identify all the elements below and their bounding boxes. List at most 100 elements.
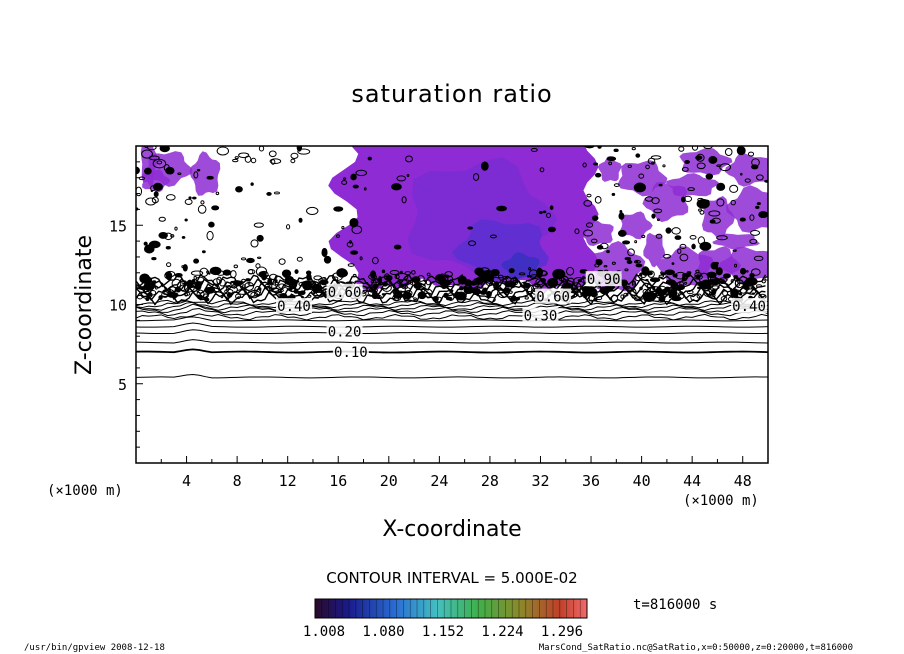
noise-speck	[351, 225, 363, 235]
x-tick-label: 8	[233, 472, 242, 490]
noise-speck	[355, 169, 368, 177]
noise-speck	[755, 205, 760, 209]
noise-speck	[342, 177, 347, 180]
noise-speck	[679, 243, 687, 250]
noise-speck	[653, 208, 663, 214]
noise-speck	[744, 178, 751, 183]
noise-speck	[448, 297, 452, 301]
noise-speck	[193, 171, 199, 179]
noise-speck	[246, 257, 255, 264]
noise-speck	[393, 244, 402, 250]
noise-speck	[335, 234, 341, 238]
noise-speck	[719, 163, 732, 172]
noise-speck	[261, 272, 268, 281]
noise-speck	[152, 182, 163, 191]
contour-line	[136, 373, 768, 379]
noise-speck	[305, 270, 312, 275]
colorbar-stripes	[321, 599, 581, 618]
noise-speck	[290, 152, 299, 159]
noise-speck	[566, 266, 575, 276]
contour-label-bg	[585, 271, 622, 287]
noise-speck	[619, 210, 623, 214]
noise-speck	[750, 229, 761, 236]
noise-speck	[644, 271, 653, 276]
noise-speck	[671, 262, 675, 265]
noise-speck	[148, 286, 153, 290]
noise-speck	[341, 180, 348, 185]
noise-speck	[359, 256, 363, 261]
noise-speck	[715, 267, 723, 276]
noise-speck	[306, 206, 319, 215]
x-tick-label: 48	[734, 472, 752, 490]
contour-label-bg	[535, 288, 572, 304]
noise-speck	[508, 268, 515, 274]
noise-speck	[341, 225, 345, 230]
noise-speck	[684, 281, 688, 285]
noise-speck	[472, 173, 480, 181]
noise-speck	[585, 222, 594, 228]
noise-speck	[679, 253, 689, 262]
noise-speck	[164, 232, 173, 241]
noise-speck	[148, 155, 160, 161]
noise-speck	[658, 183, 663, 187]
noise-speck	[566, 277, 575, 286]
noise-speck	[716, 235, 728, 241]
shaded-patch	[598, 156, 622, 182]
noise-speck	[201, 250, 206, 254]
noise-speck	[627, 164, 632, 168]
noise-speck	[708, 210, 721, 217]
noise-speck	[546, 212, 551, 219]
noise-speck	[655, 233, 663, 239]
noise-speck	[631, 146, 636, 151]
noise-speck	[696, 162, 706, 170]
noise-speck	[490, 234, 497, 239]
noise-speck	[748, 286, 753, 290]
contour-label: 0.30	[524, 309, 558, 325]
noise-speck	[333, 206, 344, 212]
noise-speck	[586, 193, 592, 198]
contour-labels: 0.10 0.20 0.30 0.40 0.60 0.60 0.90 0.40	[276, 271, 768, 361]
noise-speck	[257, 256, 262, 260]
contour-line	[136, 322, 768, 328]
contour-label: 0.40	[277, 299, 311, 315]
noise-speck	[244, 155, 252, 163]
noise-speck	[639, 286, 643, 291]
noise-speck	[647, 157, 656, 165]
contour-line	[136, 308, 768, 317]
noise-speck	[698, 208, 703, 212]
noise-speck	[165, 270, 176, 278]
noise-speck	[593, 162, 599, 166]
noise-speck	[158, 216, 166, 222]
noise-speck	[270, 159, 276, 165]
shaded-regions	[140, 146, 768, 293]
noise-speck	[695, 153, 705, 162]
noise-speck	[694, 274, 703, 280]
noise-speck	[216, 146, 230, 156]
chart-title: saturation ratio	[351, 80, 552, 108]
noise-speck	[539, 167, 545, 173]
dense-contour-band	[136, 277, 766, 293]
noise-speck	[758, 211, 768, 219]
noise-speck	[474, 267, 484, 276]
x-tick-label: 32	[531, 472, 549, 490]
noise-speck	[298, 217, 303, 223]
noise-speck	[756, 174, 764, 181]
noise-speck	[159, 146, 170, 153]
x-tick-label: 40	[633, 472, 651, 490]
noise-speck	[247, 269, 256, 275]
noise-speck	[716, 164, 722, 167]
noise-speck	[370, 270, 377, 279]
noise-speck	[583, 199, 593, 207]
noise-speck	[269, 273, 278, 280]
noise-speck	[691, 243, 696, 250]
noise-speck	[741, 285, 745, 288]
contour-line	[136, 339, 768, 344]
noise-speck	[723, 273, 731, 279]
contour-label: 0.10	[334, 345, 368, 361]
noise-speck	[253, 222, 264, 228]
noise-speck	[633, 182, 646, 193]
noise-speck	[208, 221, 215, 228]
noise-speck	[401, 196, 407, 204]
x-tick-label: 24	[430, 472, 448, 490]
noise-speck	[618, 212, 625, 220]
